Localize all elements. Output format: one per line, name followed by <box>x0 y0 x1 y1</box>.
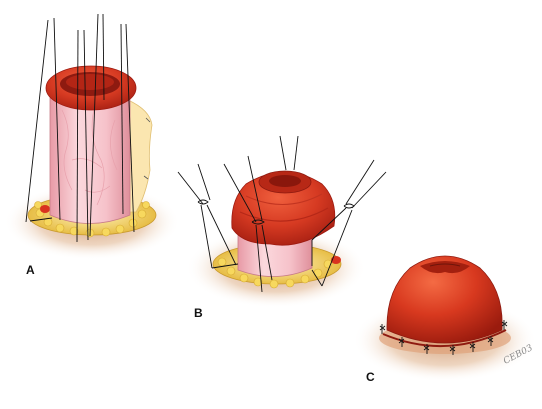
panel-a-vessels <box>61 104 118 206</box>
panel-b-cuff-fold-line-2 <box>245 193 323 205</box>
panel-a-red-bump-left <box>40 205 50 213</box>
panel-b-cuff-fold-line <box>239 207 329 222</box>
panel-c-stoma-opening <box>420 261 470 274</box>
panel-b-fat-globules <box>217 257 333 289</box>
panel-c-illustration <box>353 255 537 382</box>
panel-a-traction-sutures <box>25 13 135 243</box>
panel-a-fat-globules <box>34 201 150 238</box>
panel-c-stoma-dome <box>386 255 503 344</box>
panel-label-b: B <box>194 306 203 320</box>
panel-b-illustration <box>177 135 387 308</box>
panel-a-bowel-cylinder <box>49 81 131 224</box>
panel-c-opening-fold <box>429 263 461 267</box>
panel-b-everted-cuff <box>231 171 336 246</box>
panel-label-a: A <box>26 263 35 277</box>
panel-b-sutures <box>177 135 387 293</box>
panel-c-sutures <box>379 320 508 355</box>
panel-a-mesentery <box>127 99 153 213</box>
panel-label-c: C <box>366 370 375 384</box>
panel-a-illustration <box>4 13 180 260</box>
panel-b-lumen <box>269 175 301 187</box>
panel-c-dome-base <box>382 329 507 347</box>
panel-a-lumen-inner <box>66 74 114 90</box>
panel-a-mesentery-ties <box>143 117 151 180</box>
